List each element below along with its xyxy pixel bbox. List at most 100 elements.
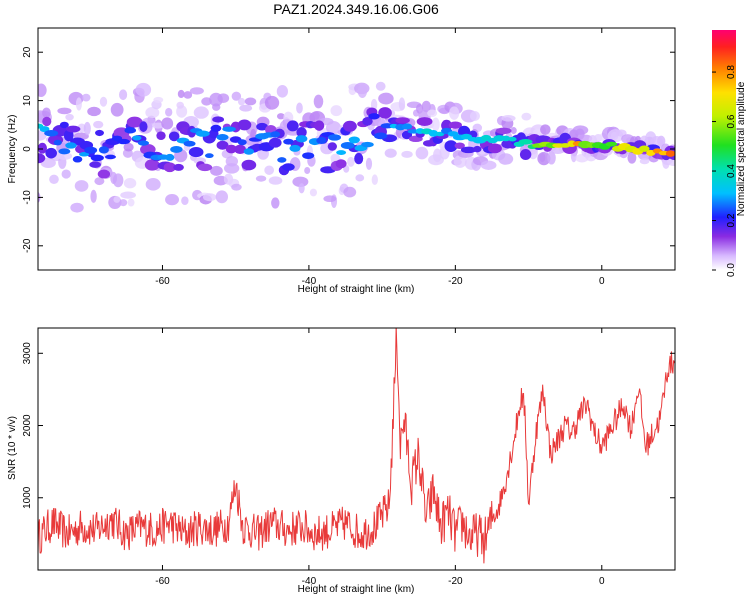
spectrogram-blob: [216, 140, 229, 150]
spectrogram-blob: [123, 142, 134, 152]
spectrogram-blob: [268, 176, 283, 185]
spectrogram-blob: [212, 103, 221, 111]
spectrogram-blob: [271, 197, 280, 209]
spectrogram-blob: [298, 183, 305, 194]
spectrogram-blob: [375, 81, 386, 91]
spectrogram-y-tick-label: 0: [22, 146, 33, 152]
spectrogram-x-tick-label: -40: [302, 276, 317, 287]
spectrogram-blob: [276, 84, 288, 98]
spectrogram-ridge-mark: [295, 135, 308, 143]
spectrogram-blob: [296, 102, 303, 114]
spectrogram-ridge-mark: [195, 130, 210, 137]
spectrogram-ridge-mark: [65, 142, 77, 149]
spectrogram-blob: [234, 144, 246, 154]
spectrogram-blob: [145, 178, 161, 191]
spectrogram-blob: [94, 177, 105, 186]
spectrogram-blob: [99, 96, 108, 107]
spectrogram-x-tick-label: -60: [155, 276, 170, 287]
spectrogram-blob: [398, 97, 406, 111]
spectrogram-blob: [480, 160, 497, 170]
spectrogram-ridge-mark: [53, 139, 62, 146]
spectrogram-blob: [89, 161, 101, 168]
colorbar-gradient: [712, 30, 736, 270]
spectrogram-blob: [432, 148, 442, 163]
colorbar-label: Normalized spectral amplitude: [736, 81, 747, 216]
spectrogram-blob: [335, 159, 347, 169]
spectrogram-blob: [126, 116, 143, 128]
spectrogram-ridge-mark: [216, 134, 229, 141]
spectrogram-ridge-mark: [204, 153, 214, 159]
spectrogram-blob: [145, 107, 160, 119]
spectrogram-blob: [189, 87, 204, 95]
spectrogram-blob: [313, 94, 324, 109]
spectrogram-blob: [460, 146, 477, 154]
spectrogram-blob: [342, 120, 357, 132]
spectrogram-blob: [256, 122, 268, 131]
spectrogram-blob: [264, 165, 275, 175]
spectrogram-blob: [325, 120, 342, 135]
spectrogram-blob: [415, 146, 429, 160]
spectrogram-blob: [49, 174, 59, 185]
spectrogram-blob: [330, 105, 343, 117]
spectrogram-ridge-mark: [401, 123, 413, 130]
spectrogram-blob: [231, 91, 242, 101]
spectrogram-blob: [495, 127, 512, 135]
spectrogram-blob: [239, 104, 253, 112]
spectrogram-blob: [540, 124, 551, 135]
spectrogram-blob: [176, 101, 184, 109]
snr-x-ticks: -60 -40 -20 0: [155, 328, 605, 587]
spectrogram-blob: [354, 152, 364, 165]
spectrogram-ridge-mark: [348, 136, 360, 144]
spectrogram-ridge-mark: [289, 144, 301, 152]
spectrogram-ridge-mark: [183, 140, 196, 147]
spectrogram-blob: [255, 175, 267, 182]
spectrogram-ridge-mark: [428, 129, 439, 137]
snr-x-label: Height of straight line (km): [298, 584, 415, 595]
spectrogram-blob: [237, 97, 246, 106]
spectrogram-blob: [416, 117, 433, 126]
spectrogram-blob: [70, 202, 84, 213]
spectrogram-ridge-mark: [58, 148, 71, 155]
spectrogram-panel: -60 -40 -20 0 20 10 0 -10 -20 Height of straigh…: [7, 27, 676, 295]
spectrogram-blobs: [38, 81, 675, 213]
spectrogram-blob: [225, 155, 239, 167]
colorbar: 0.0 0.2 0.4 0.6 0.8 Normalized spectral ampl…: [712, 30, 747, 277]
spectrogram-blob: [223, 163, 240, 174]
spectrogram-ridge-mark: [237, 139, 247, 146]
spectrogram-blob: [57, 107, 72, 115]
snr-frame: [37, 327, 676, 571]
spectrogram-blob: [347, 156, 355, 167]
spectrogram-ridge-mark: [283, 138, 294, 145]
spectrogram-blob: [144, 159, 160, 171]
spectrogram-blob: [183, 91, 193, 99]
spectrogram-ridge-mark: [170, 146, 183, 153]
spectrogram-y-tick-label: 20: [22, 46, 33, 58]
spectrogram-ridge-mark: [361, 141, 374, 148]
spectrogram-blob: [444, 140, 458, 152]
spectrogram-ridge-mark: [79, 152, 90, 157]
spectrogram-blob: [241, 159, 257, 171]
spectrogram-blob: [384, 148, 397, 158]
spectrogram-x-tick-label: -20: [448, 276, 463, 287]
spectrogram-blob: [135, 82, 152, 97]
spectrogram-blob: [119, 199, 128, 207]
spectrogram-ridge-mark: [243, 148, 255, 155]
spectrogram-blob: [537, 151, 551, 166]
spectrogram-blob: [156, 131, 166, 140]
spectrogram-ridge-mark: [137, 140, 150, 146]
spectrogram-blob: [501, 115, 516, 122]
spectrogram-ridge-mark: [373, 132, 388, 140]
snr-y-tick-label: 2000: [22, 414, 33, 437]
spectrogram-blob: [268, 137, 282, 148]
spectrogram-blob: [421, 100, 431, 113]
spectrogram-blob: [244, 97, 257, 106]
spectrogram-blob: [42, 107, 51, 118]
spectrogram-ridge-mark: [39, 126, 50, 133]
spectrogram-blob: [74, 180, 89, 192]
spectrogram-x-ticks: -60 -40 -20 0: [155, 28, 605, 287]
spectrogram-blob: [201, 97, 212, 106]
snr-y-tick-label: 1000: [22, 486, 33, 509]
spectrogram-blob: [292, 176, 309, 187]
spectrogram-blob: [119, 89, 128, 101]
spectrogram-blob: [304, 166, 311, 174]
